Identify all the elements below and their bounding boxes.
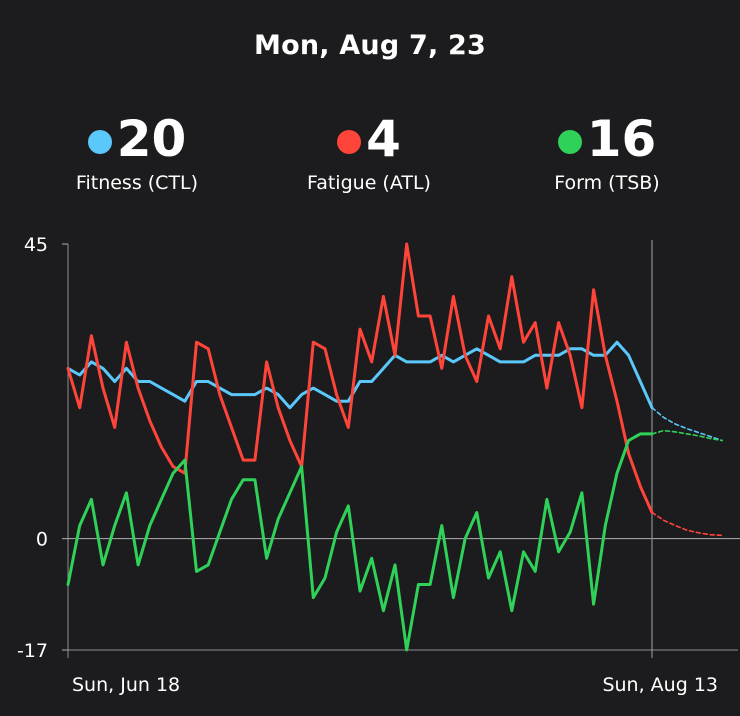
y-tick-label: 0 (36, 529, 48, 551)
fitness-label: Fitness (CTL) (75, 172, 199, 194)
form-tsb-projection-line (651, 429, 723, 442)
form-metric: 16 Form (TSB) (497, 108, 717, 194)
form-value: 16 (586, 110, 657, 168)
x-tick-label: Sun, Jun 18 (72, 674, 180, 696)
y-tick-label: 45 (24, 234, 48, 256)
fatigue-atl-series-line (66, 242, 654, 514)
y-tick-label: -17 (17, 640, 48, 662)
fatigue-label: Fatigue (ATL) (307, 172, 431, 194)
fitness-ctl-series-line (66, 340, 654, 410)
form-legend-dot (557, 130, 582, 154)
form-tsb-series-line (66, 432, 654, 652)
fatigue-atl-projection-line (651, 511, 723, 537)
fatigue-value: 4 (366, 110, 401, 168)
fitness-legend-dot (87, 130, 112, 154)
fatigue-metric: 4 Fatigue (ATL) (259, 108, 479, 194)
fitness-value: 20 (116, 110, 187, 168)
form-label: Form (TSB) (554, 172, 660, 194)
x-tick-label: Sun, Aug 13 (602, 674, 718, 696)
selected-date: Mon, Aug 7, 23 (254, 30, 486, 61)
fitness-ctl-projection-line (651, 406, 723, 442)
fatigue-legend-dot (337, 130, 362, 154)
fitness-metric: 20 Fitness (CTL) (27, 108, 247, 194)
